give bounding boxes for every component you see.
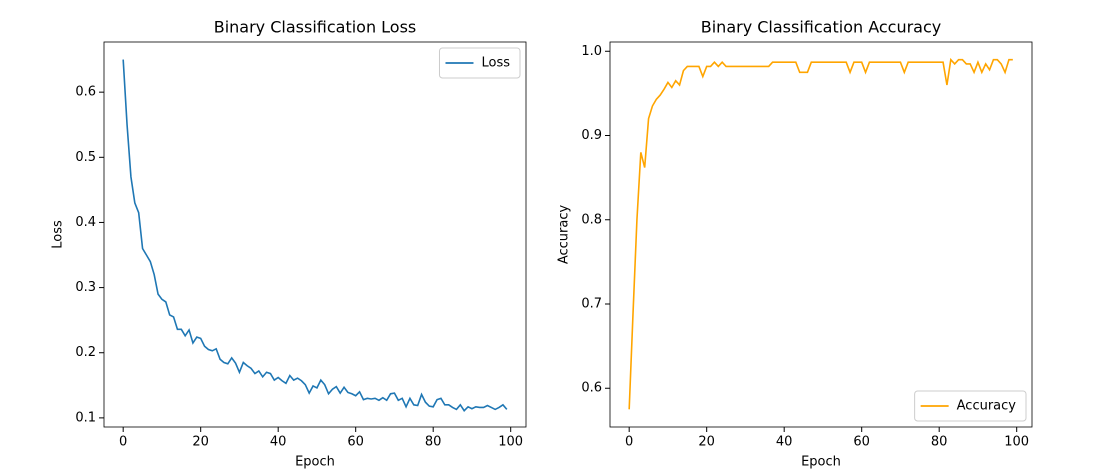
axes-frame	[103, 41, 527, 428]
chart-title: Binary Classification Loss	[214, 18, 417, 37]
x-tick-label: 60	[853, 435, 870, 450]
line-series	[122, 59, 508, 412]
chart-title: Binary Classification Accuracy	[701, 18, 942, 37]
x-tick-label: 80	[425, 435, 442, 450]
x-axis-label: Epoch	[801, 455, 841, 470]
x-tick-label: 0	[119, 435, 127, 450]
x-tick-label: 20	[192, 435, 209, 450]
y-tick-label: 0.7	[581, 297, 602, 312]
y-tick-label: 0.3	[75, 280, 96, 295]
line-series	[628, 57, 1013, 410]
y-tick-label: 0.1	[75, 410, 96, 425]
axes-frame	[609, 41, 1033, 428]
x-tick-label: 0	[625, 435, 633, 450]
x-tick-label: 20	[698, 435, 715, 450]
y-tick-label: 0.5	[75, 150, 96, 165]
legend: Loss	[438, 47, 521, 79]
y-tick-label: 0.9	[581, 128, 602, 143]
y-tick-label: 0.4	[75, 215, 96, 230]
legend: Accuracy	[914, 390, 1027, 422]
x-tick-label: 40	[776, 435, 793, 450]
legend-box	[914, 390, 1027, 422]
x-tick-label: 80	[931, 435, 948, 450]
legend-label: Loss	[481, 56, 510, 71]
y-tick-label: 0.2	[75, 345, 96, 360]
y-tick-label: 0.6	[581, 381, 602, 396]
x-tick-label: 100	[498, 435, 523, 450]
x-tick-label: 100	[1004, 435, 1029, 450]
y-tick-label: 0.8	[581, 212, 602, 227]
y-axis-label: Loss	[51, 220, 66, 249]
legend-box	[438, 47, 521, 79]
x-tick-label: 40	[270, 435, 287, 450]
legend-label: Accuracy	[957, 399, 1017, 414]
y-tick-label: 1.0	[581, 44, 602, 59]
x-tick-label: 60	[347, 435, 364, 450]
y-axis-label: Accuracy	[557, 205, 572, 265]
y-tick-label: 0.6	[75, 85, 96, 100]
x-axis-label: Epoch	[295, 455, 335, 470]
